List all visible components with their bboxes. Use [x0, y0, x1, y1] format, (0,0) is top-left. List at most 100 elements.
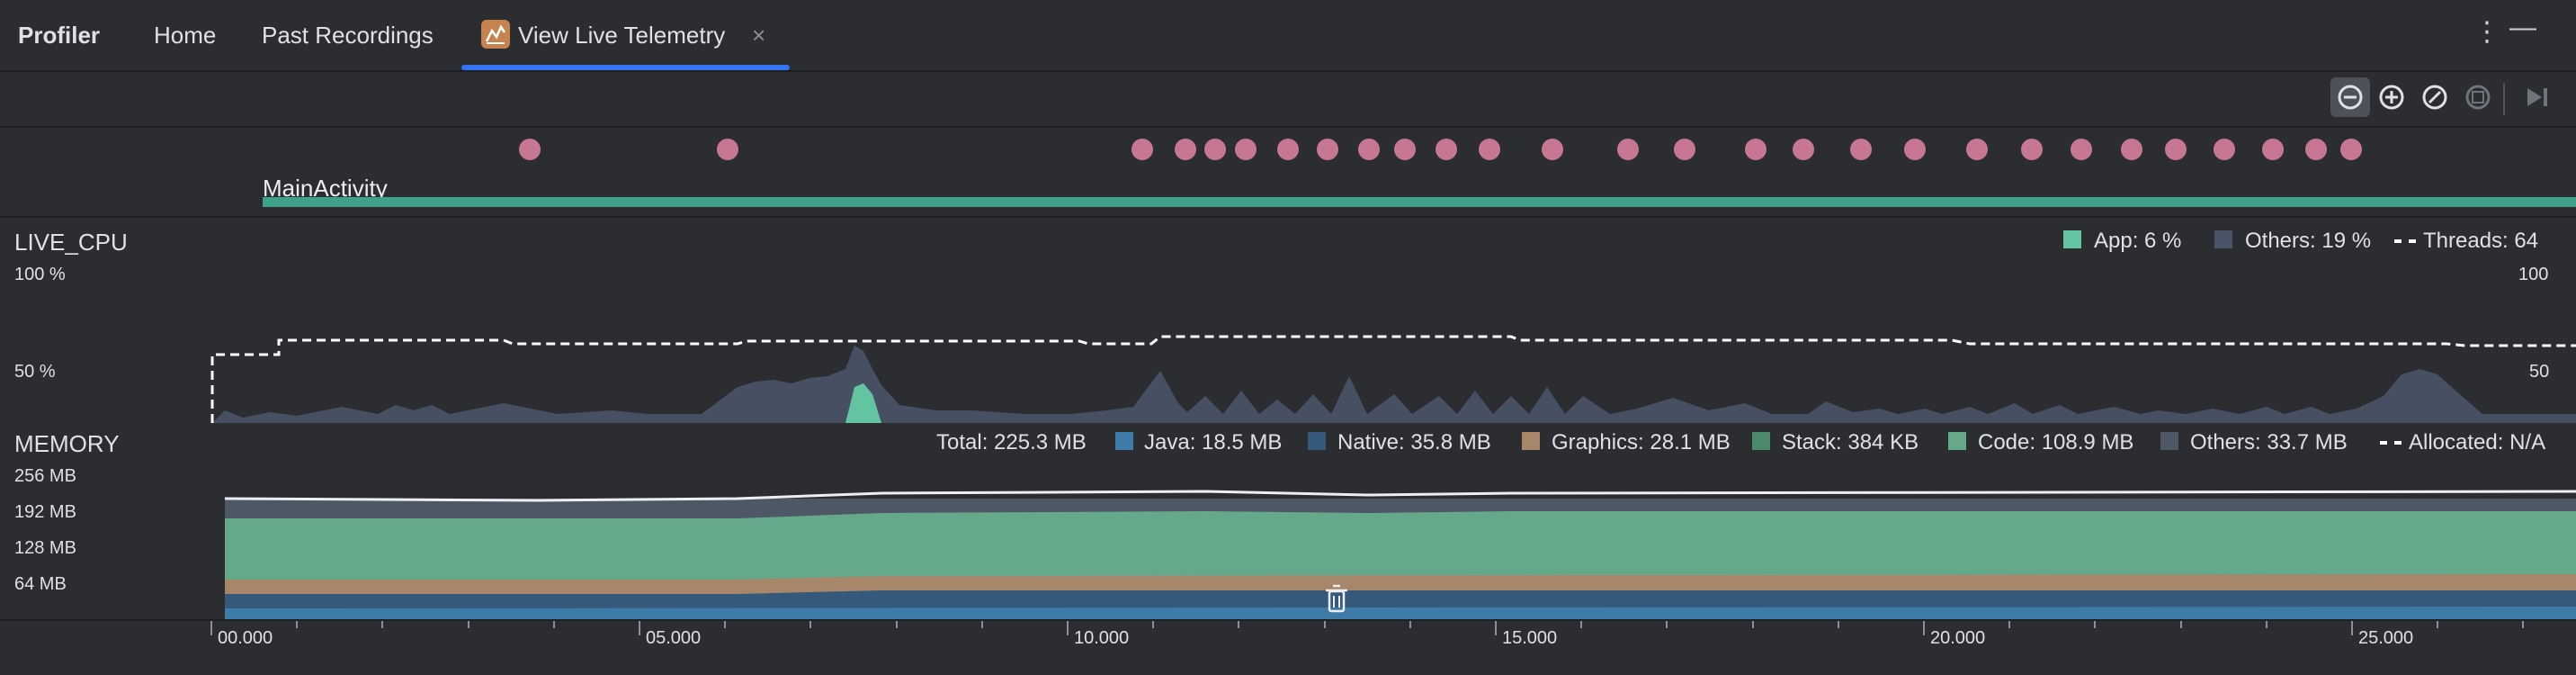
event-marker[interactable]	[2165, 139, 2187, 160]
memory-others-legend: Others: 33.7 MB	[2190, 430, 2348, 454]
zoom-out-icon	[2338, 85, 2363, 110]
memory-title: MEMORY	[14, 430, 120, 457]
time-tick	[639, 621, 640, 635]
event-marker[interactable]	[1674, 139, 1695, 160]
profiler-toolbar	[0, 72, 2576, 128]
event-marker[interactable]	[2305, 139, 2327, 160]
cpu-threads-swatch	[2394, 239, 2416, 243]
close-tab-icon[interactable]: ×	[752, 22, 766, 49]
time-axis[interactable]	[0, 621, 2576, 675]
time-label-15: 15.000	[1502, 628, 1558, 648]
memory-native-legend: Native: 35.8 MB	[1337, 430, 1491, 454]
app-title: Profiler	[18, 22, 101, 49]
cpu-app-area	[845, 383, 881, 423]
event-marker[interactable]	[1793, 139, 1814, 160]
tab-view-live-telemetry[interactable]: View Live Telemetry	[518, 22, 726, 49]
event-marker[interactable]	[1235, 139, 1257, 160]
cpu-right-axis-100: 100	[2518, 265, 2549, 284]
zoom-out-button[interactable]	[2330, 77, 2370, 117]
event-marker[interactable]	[2214, 139, 2235, 160]
cpu-threads-line	[210, 335, 2576, 423]
event-marker[interactable]	[2340, 139, 2362, 160]
time-label-25: 25.000	[2358, 628, 2414, 648]
time-tick	[1495, 621, 1497, 635]
event-marker[interactable]	[717, 139, 738, 160]
cpu-others-legend: Others: 19 %	[2245, 229, 2372, 253]
event-marker[interactable]	[1394, 139, 1416, 160]
time-tick	[1152, 621, 1154, 628]
garbage-collection-icon[interactable]	[1323, 583, 1350, 614]
time-tick	[468, 621, 470, 628]
memory-stack-legend: Stack: 384 KB	[1782, 430, 1919, 454]
time-tick	[1409, 621, 1411, 628]
event-marker[interactable]	[1745, 139, 1767, 160]
event-marker[interactable]	[2262, 139, 2284, 160]
reset-zoom-icon[interactable]	[2417, 79, 2453, 115]
time-tick	[2180, 621, 2182, 628]
zoom-in-icon[interactable]	[2374, 79, 2410, 115]
event-marker[interactable]	[1204, 139, 1226, 160]
tab-home[interactable]: Home	[154, 22, 217, 49]
memory-total-line	[224, 490, 2576, 502]
event-marker[interactable]	[1542, 139, 1563, 160]
go-live-icon[interactable]	[2518, 79, 2554, 115]
more-options-icon[interactable]: ⋮	[2473, 17, 2500, 47]
time-tick	[296, 621, 298, 628]
memory-allocated-swatch	[2380, 441, 2402, 445]
tab-past-recordings[interactable]: Past Recordings	[262, 22, 434, 49]
event-marker[interactable]	[1358, 139, 1380, 160]
event-marker[interactable]	[1479, 139, 1500, 160]
time-tick	[1838, 621, 1839, 628]
cpu-others-swatch	[2214, 230, 2232, 248]
minimize-icon[interactable]: —	[2509, 13, 2536, 42]
time-tick	[1752, 621, 1754, 628]
time-label-5: 05.000	[646, 628, 702, 648]
cpu-axis-100: 100 %	[14, 265, 66, 284]
cpu-app-swatch	[2063, 230, 2081, 248]
time-tick	[2351, 621, 2353, 635]
event-marker[interactable]	[519, 139, 541, 160]
memory-code-swatch	[1948, 432, 1966, 450]
memory-axis-128: 128 MB	[14, 538, 76, 558]
time-tick	[2094, 621, 2096, 628]
time-tick	[2266, 621, 2267, 628]
event-marker[interactable]	[1277, 139, 1299, 160]
memory-axis-256: 256 MB	[14, 466, 76, 486]
event-marker[interactable]	[2021, 139, 2043, 160]
memory-total-legend: Total: 225.3 MB	[936, 430, 1087, 454]
activity-bar[interactable]	[263, 197, 2576, 207]
event-marker[interactable]	[1617, 139, 1639, 160]
active-tab-indicator	[461, 65, 790, 70]
time-tick	[2522, 621, 2524, 628]
event-marker[interactable]	[1317, 139, 1338, 160]
event-marker[interactable]	[2071, 139, 2092, 160]
time-tick	[1666, 621, 1668, 628]
memory-allocated-legend: Allocated: N/A	[2409, 430, 2546, 454]
memory-stack-swatch	[1752, 432, 1770, 450]
time-tick	[1580, 621, 1582, 628]
event-marker[interactable]	[1436, 139, 1457, 160]
cpu-usage-chart[interactable]	[0, 324, 2576, 423]
memory-usage-chart[interactable]	[0, 486, 2576, 619]
memory-code-legend: Code: 108.9 MB	[1978, 430, 2134, 454]
time-tick	[1923, 621, 1925, 635]
event-marker[interactable]	[1131, 139, 1153, 160]
event-marker[interactable]	[1175, 139, 1196, 160]
cpu-app-legend: App: 6 %	[2094, 229, 2182, 253]
memory-axis-192: 192 MB	[14, 502, 76, 522]
live-telemetry-icon	[481, 20, 510, 49]
time-tick	[896, 621, 898, 628]
time-label-20: 20.000	[1930, 628, 1986, 648]
event-marker[interactable]	[2121, 139, 2142, 160]
event-marker[interactable]	[1904, 139, 1926, 160]
event-marker[interactable]	[1850, 139, 1872, 160]
frame-selection-icon[interactable]	[2460, 79, 2496, 115]
time-label-0: 00.000	[218, 628, 273, 648]
timeline-separator	[0, 619, 2576, 621]
time-tick	[553, 621, 555, 628]
memory-axis-64: 64 MB	[14, 574, 67, 594]
event-marker[interactable]	[1966, 139, 1988, 160]
memory-graphics-swatch	[1522, 432, 1540, 450]
cpu-axis-50: 50 %	[14, 362, 56, 382]
memory-graphics-legend: Graphics: 28.1 MB	[1552, 430, 1731, 454]
